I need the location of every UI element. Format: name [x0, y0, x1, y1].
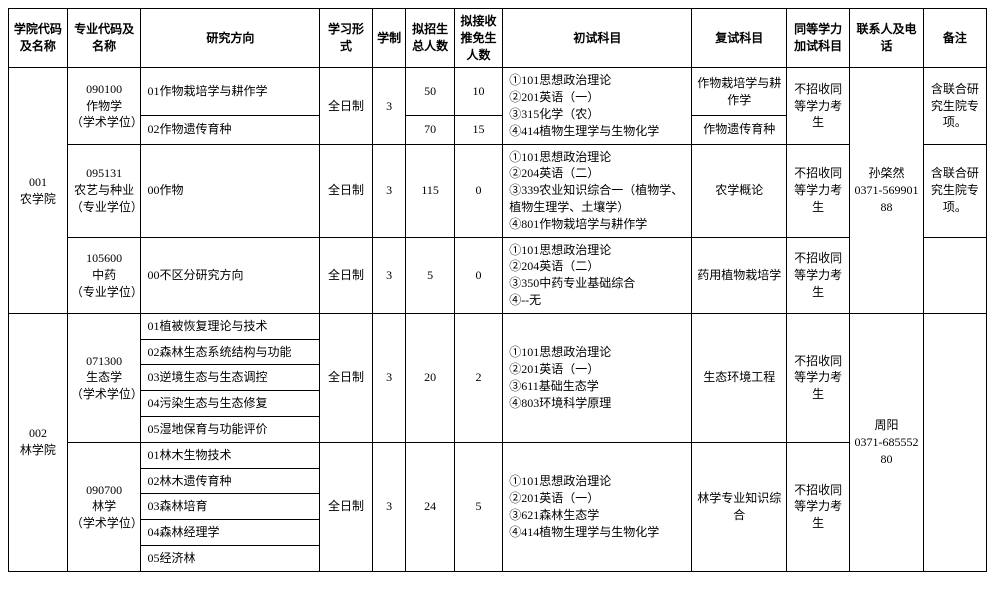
admissions-table: 学院代码及名称 专业代码及名称 研究方向 学习形式 学制 拟招生总人数 拟接收推…	[8, 8, 987, 572]
table-row: 090700林学（学术学位） 01林木生物技术 全日制 3 24 5 ①101思…	[9, 442, 987, 468]
table-header-row: 学院代码及名称 专业代码及名称 研究方向 学习形式 学制 拟招生总人数 拟接收推…	[9, 9, 987, 68]
exam2-cell: 作物栽培学与耕作学	[692, 68, 787, 115]
year-cell: 3	[372, 237, 406, 313]
major-cell: 090700林学（学术学位）	[67, 442, 141, 571]
direction-cell: 05经济林	[141, 545, 320, 571]
contact-cell: 孙棨然0371-56990188	[850, 68, 924, 313]
direction-cell: 02森林生态系统结构与功能	[141, 339, 320, 365]
rec-cell: 0	[454, 237, 502, 313]
year-cell: 3	[372, 68, 406, 144]
direction-cell: 00作物	[141, 144, 320, 237]
header-note: 备注	[923, 9, 986, 68]
rec-cell: 5	[454, 442, 502, 571]
form-cell: 全日制	[320, 237, 373, 313]
note-cell: 含联合研究生院专项。	[923, 144, 986, 237]
major-cell: 071300生态学（学术学位）	[67, 313, 141, 442]
table-row: 095131农艺与种业（专业学位） 00作物 全日制 3 115 0 ①101思…	[9, 144, 987, 237]
form-cell: 全日制	[320, 68, 373, 144]
header-eq: 同等学力加试科目	[787, 9, 850, 68]
exam2-cell: 农学概论	[692, 144, 787, 237]
exam1-cell: ①101思想政治理论②201英语（一）③621森林生态学④414植物生理学与生物…	[503, 442, 692, 571]
direction-cell: 03逆境生态与生态调控	[141, 365, 320, 391]
header-college-code: 学院代码及名称	[9, 9, 68, 68]
college-cell: 001农学院	[9, 68, 68, 313]
contact-cell: 周阳0371-68555280	[850, 313, 924, 571]
header-major-code: 专业代码及名称	[67, 9, 141, 68]
plan-cell: 24	[406, 442, 454, 571]
plan-cell: 50	[406, 68, 454, 115]
table-row: 002林学院 071300生态学（学术学位） 01植被恢复理论与技术 全日制 3…	[9, 313, 987, 339]
direction-cell: 04污染生态与生态修复	[141, 391, 320, 417]
header-exam1: 初试科目	[503, 9, 692, 68]
eq-cell: 不招收同等学力考生	[787, 237, 850, 313]
note-cell	[923, 237, 986, 313]
header-exam2: 复试科目	[692, 9, 787, 68]
direction-cell: 05湿地保育与功能评价	[141, 416, 320, 442]
year-cell: 3	[372, 442, 406, 571]
plan-cell: 70	[406, 115, 454, 144]
eq-cell: 不招收同等学力考生	[787, 144, 850, 237]
direction-cell: 04森林经理学	[141, 520, 320, 546]
form-cell: 全日制	[320, 442, 373, 571]
year-cell: 3	[372, 313, 406, 442]
table-row: 105600中药（专业学位） 00不区分研究方向 全日制 3 5 0 ①101思…	[9, 237, 987, 313]
eq-cell: 不招收同等学力考生	[787, 442, 850, 571]
header-years: 学制	[372, 9, 406, 68]
note-cell	[923, 313, 986, 571]
direction-cell: 01林木生物技术	[141, 442, 320, 468]
rec-cell: 2	[454, 313, 502, 442]
eq-cell: 不招收同等学力考生	[787, 313, 850, 442]
direction-cell: 02林木遗传育种	[141, 468, 320, 494]
form-cell: 全日制	[320, 313, 373, 442]
college-cell: 002林学院	[9, 313, 68, 571]
header-plan: 拟招生总人数	[406, 9, 454, 68]
form-cell: 全日制	[320, 144, 373, 237]
table-row: 001农学院 090100作物学（学术学位） 01作物栽培学与耕作学 全日制 3…	[9, 68, 987, 115]
direction-cell: 00不区分研究方向	[141, 237, 320, 313]
header-study-form: 学习形式	[320, 9, 373, 68]
direction-cell: 01植被恢复理论与技术	[141, 313, 320, 339]
note-cell: 含联合研究生院专项。	[923, 68, 986, 144]
direction-cell: 03森林培育	[141, 494, 320, 520]
plan-cell: 5	[406, 237, 454, 313]
rec-cell: 15	[454, 115, 502, 144]
header-direction: 研究方向	[141, 9, 320, 68]
exam2-cell: 林学专业知识综合	[692, 442, 787, 571]
exam1-cell: ①101思想政治理论②204英语（二）③350中药专业基础综合④--无	[503, 237, 692, 313]
direction-cell: 01作物栽培学与耕作学	[141, 68, 320, 115]
plan-cell: 115	[406, 144, 454, 237]
eq-cell: 不招收同等学力考生	[787, 68, 850, 144]
exam1-cell: ①101思想政治理论②201英语（一）③315化学（农）④414植物生理学与生物…	[503, 68, 692, 144]
header-contact: 联系人及电话	[850, 9, 924, 68]
exam1-cell: ①101思想政治理论②204英语（二）③339农业知识综合一（植物学、植物生理学…	[503, 144, 692, 237]
major-cell: 105600中药（专业学位）	[67, 237, 141, 313]
major-cell: 095131农艺与种业（专业学位）	[67, 144, 141, 237]
exam2-cell: 药用植物栽培学	[692, 237, 787, 313]
exam2-cell: 作物遗传育种	[692, 115, 787, 144]
rec-cell: 10	[454, 68, 502, 115]
plan-cell: 20	[406, 313, 454, 442]
rec-cell: 0	[454, 144, 502, 237]
direction-cell: 02作物遗传育种	[141, 115, 320, 144]
major-cell: 090100作物学（学术学位）	[67, 68, 141, 144]
exam2-cell: 生态环境工程	[692, 313, 787, 442]
exam1-cell: ①101思想政治理论②201英语（一）③611基础生态学④803环境科学原理	[503, 313, 692, 442]
header-recommend: 拟接收推免生人数	[454, 9, 502, 68]
year-cell: 3	[372, 144, 406, 237]
